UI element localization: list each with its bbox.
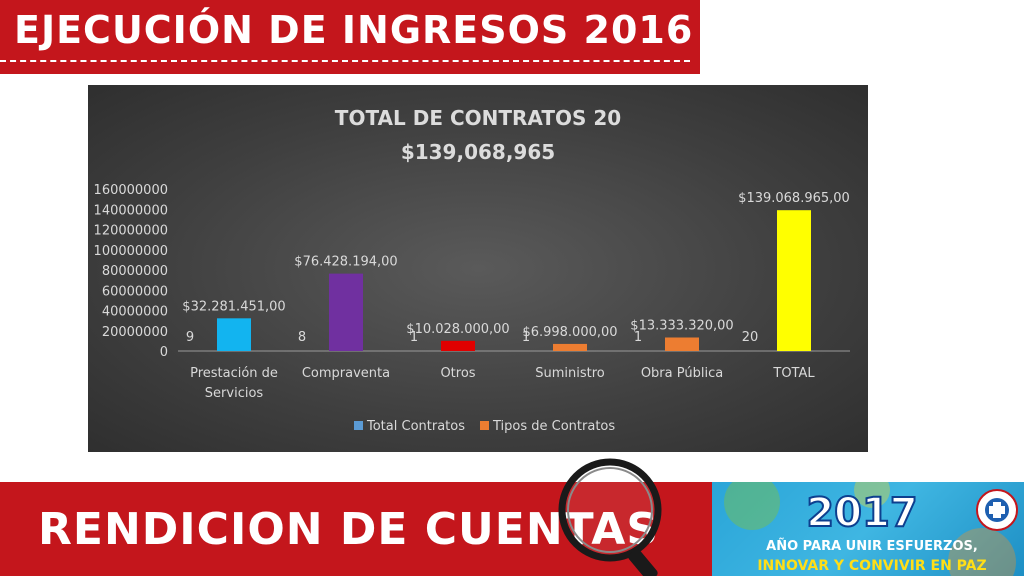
count-label: 1 (410, 330, 418, 345)
x-tick-label: Prestación de (190, 366, 278, 381)
logo-line-1: AÑO PARA UNIR ESFUERZOS, (766, 538, 978, 554)
bar (441, 340, 475, 351)
footer-title: RENDICION DE CUENTAS (38, 504, 660, 555)
bar-chart: TOTAL DE CONTRATOS 20 $139,068,965 0 2000… (94, 106, 850, 434)
logo-year: 2017 (806, 490, 917, 536)
bar (553, 343, 587, 351)
campaign-logo: 2017 AÑO PARA UNIR ESFUERZOS, INNOVAR Y … (712, 482, 1024, 576)
data-label: $32.281.451,00 (182, 299, 285, 314)
y-tick-label: 100000000 (94, 244, 168, 259)
data-label: $76.428.194,00 (294, 255, 397, 270)
chart-panel: TOTAL DE CONTRATOS 20 $139,068,965 0 2000… (88, 85, 868, 452)
y-tick-label: 20000000 (102, 325, 168, 340)
page-title: EJECUCIÓN DE INGRESOS 2016 (14, 8, 694, 52)
count-label: 9 (186, 330, 194, 345)
count-label: 20 (742, 330, 759, 345)
x-tick-label: Compraventa (302, 366, 390, 381)
logo-line-2: INNOVAR Y CONVIVIR EN PAZ (757, 558, 986, 574)
data-label: $139.068.965,00 (738, 191, 850, 206)
title-banner: EJECUCIÓN DE INGRESOS 2016 (0, 0, 700, 74)
count-label: 1 (634, 330, 642, 345)
y-tick-label: 160000000 (94, 183, 168, 198)
y-tick-label: 40000000 (102, 305, 168, 320)
count-label: 1 (522, 330, 530, 345)
data-label: $10.028.000,00 (406, 322, 509, 337)
x-tick-label: Servicios (205, 386, 264, 401)
count-label: 8 (298, 330, 306, 345)
chart-subtitle: $139,068,965 (401, 140, 555, 164)
y-tick-label: 120000000 (94, 224, 168, 239)
bar (777, 210, 811, 351)
y-tick-label: 0 (160, 345, 168, 360)
x-tick-label: Otros (440, 366, 475, 381)
legend-label: Tipos de Contratos (492, 419, 615, 434)
bar (329, 273, 363, 351)
bar (665, 337, 699, 351)
legend-label: Total Contratos (366, 419, 465, 434)
data-label: $6.998.000,00 (522, 325, 617, 340)
y-tick-label: 60000000 (102, 284, 168, 299)
y-tick-label: 80000000 (102, 264, 168, 279)
x-tick-label: Suministro (535, 366, 605, 381)
x-tick-label: TOTAL (772, 366, 815, 381)
chart-title: TOTAL DE CONTRATOS 20 (335, 106, 621, 130)
legend-swatch (480, 421, 489, 430)
legend-swatch (354, 421, 363, 430)
bar (217, 318, 251, 351)
emblem-icon (976, 489, 1018, 531)
data-label: $13.333.320,00 (630, 319, 733, 334)
x-tick-label: Obra Pública (641, 366, 723, 381)
y-tick-label: 140000000 (94, 203, 168, 218)
magnifier-icon (558, 458, 662, 576)
title-divider (0, 60, 690, 62)
bottom-banner: RENDICION DE CUENTAS (0, 458, 712, 576)
